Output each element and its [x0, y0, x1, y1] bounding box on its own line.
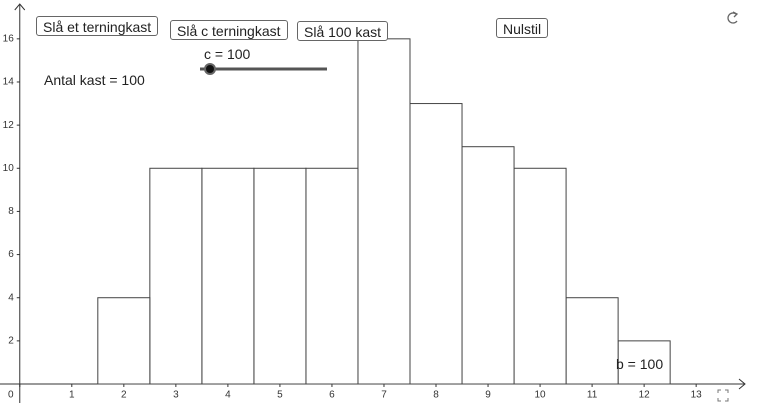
y-tick-label: 2: [8, 336, 14, 347]
button[interactable]: Slå 100 kast: [297, 21, 389, 41]
x-tick-label: 8: [433, 390, 439, 401]
x-tick-label: 1: [69, 390, 75, 401]
x-tick-label: 4: [225, 390, 231, 401]
button[interactable]: Slå c terningkast: [170, 20, 288, 40]
slider-handle[interactable]: [204, 63, 216, 75]
bar: [565, 297, 619, 385]
x-tick-label: 3: [173, 390, 179, 401]
bar: [409, 103, 463, 385]
bar: [253, 167, 307, 385]
x-tick-label: 7: [381, 390, 387, 401]
button[interactable]: Nulstil: [496, 18, 549, 38]
x-tick-label: 10: [535, 390, 547, 401]
bar: [513, 167, 567, 385]
x-tick-label: 11: [587, 390, 598, 401]
bar: [97, 297, 151, 385]
y-tick-label: 4: [8, 292, 14, 303]
refresh-icon[interactable]: [727, 11, 739, 24]
x-tick-label: 5: [277, 390, 283, 401]
bar: [357, 38, 411, 385]
button[interactable]: Slå et terningkast: [36, 16, 159, 36]
bar: [305, 167, 359, 385]
x-tick-label: 13: [691, 390, 703, 401]
bar: [201, 167, 255, 385]
x-tick-label: 12: [639, 390, 651, 401]
y-tick-label: 8: [8, 206, 14, 217]
x-tick-label: 0: [8, 390, 14, 401]
b-text: b = 100: [616, 356, 664, 372]
bar: [617, 340, 671, 385]
count-text: Antal kast = 100: [44, 72, 145, 88]
y-tick-label: 14: [3, 77, 15, 88]
x-tick-label: 2: [121, 390, 127, 401]
x-tick-label: 6: [329, 390, 335, 401]
y-tick-label: 6: [8, 249, 14, 260]
bar: [149, 167, 203, 385]
y-tick-label: 10: [3, 163, 15, 174]
bar: [461, 146, 515, 385]
y-tick-label: 16: [3, 33, 15, 44]
slider-label: c = 100: [204, 46, 251, 62]
y-tick-label: 12: [3, 120, 15, 131]
x-tick-label: 9: [485, 390, 491, 401]
fullscreen-icon[interactable]: [717, 389, 729, 402]
